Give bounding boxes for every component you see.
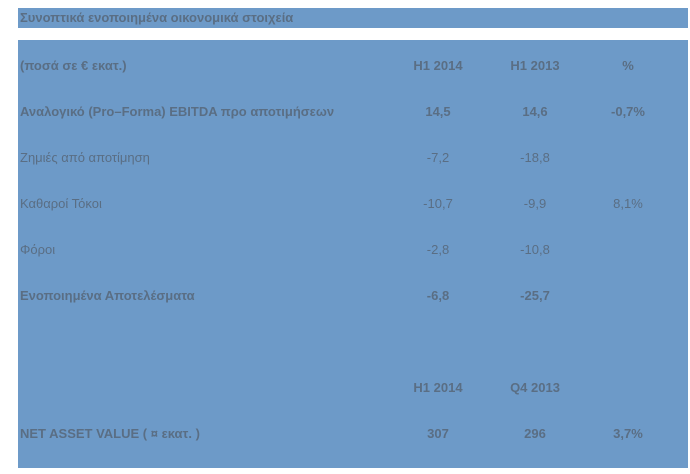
table-row: Ζημιές από αποτίμηση -7,2 -18,8 xyxy=(18,148,688,168)
header-label: (ποσά σε € εκατ.) xyxy=(20,58,127,73)
row-value-h1-2013: -25,7 xyxy=(520,288,550,303)
row-value-h1-2014: -2,8 xyxy=(426,242,450,257)
row-value-pct: 8,1% xyxy=(613,196,643,211)
row-value-h1-2014: -10,7 xyxy=(423,196,453,211)
row-value-h1-2014: 14,5 xyxy=(425,104,451,119)
row-value-pct: -0,7% xyxy=(611,104,645,119)
nav-header-col1: H1 2014 xyxy=(413,380,463,395)
header-col1: H1 2014 xyxy=(413,58,463,73)
row-value-h1-2014: -6,8 xyxy=(426,288,450,303)
row-label: Καθαροί Τόκοι xyxy=(20,196,102,211)
row-label: Φόροι xyxy=(20,242,56,257)
table-row: Καθαροί Τόκοι -10,7 -9,9 8,1% xyxy=(18,194,688,214)
row-label: Ζημιές από αποτίμηση xyxy=(20,150,150,165)
financial-table: (ποσά σε € εκατ.) H1 2014 H1 2013 % Αναλ… xyxy=(18,40,688,468)
nav-row-label: NET ASSET VALUE ( ¤ εκατ. ) xyxy=(20,426,200,441)
header-col2: H1 2013 xyxy=(510,58,560,73)
row-value-h1-2013: -9,9 xyxy=(523,196,547,211)
row-label: Ενοποιημένα Αποτελέσματα xyxy=(20,288,195,303)
row-label: Αναλογικό (Pro–Forma) EBITDA προ αποτιμή… xyxy=(20,104,335,119)
table-row: Ενοποιημένα Αποτελέσματα -6,8 -25,7 xyxy=(18,286,688,306)
table-row: Αναλογικό (Pro–Forma) EBITDA προ αποτιμή… xyxy=(18,102,688,122)
nav-header-row: H1 2014 Q4 2013 xyxy=(18,378,688,398)
header-row: (ποσά σε € εκατ.) H1 2014 H1 2013 % xyxy=(18,56,688,76)
row-value-h1-2014: -7,2 xyxy=(426,150,450,165)
row-value-h1-2013: -10,8 xyxy=(520,242,550,257)
row-value-h1-2013: -18,8 xyxy=(520,150,550,165)
nav-value-h1-2014: 307 xyxy=(427,426,449,441)
table-title: Συνοπτικά ενοποιημένα οικονομικά στοιχεί… xyxy=(18,8,688,28)
nav-value-pct: 3,7% xyxy=(613,426,643,441)
header-col3: % xyxy=(622,58,634,73)
table-row: Φόροι -2,8 -10,8 xyxy=(18,240,688,260)
nav-row: NET ASSET VALUE ( ¤ εκατ. ) 307 296 3,7% xyxy=(18,424,688,444)
nav-value-q4-2013: 296 xyxy=(524,426,546,441)
row-value-h1-2013: 14,6 xyxy=(522,104,548,119)
nav-header-col2: Q4 2013 xyxy=(510,380,560,395)
